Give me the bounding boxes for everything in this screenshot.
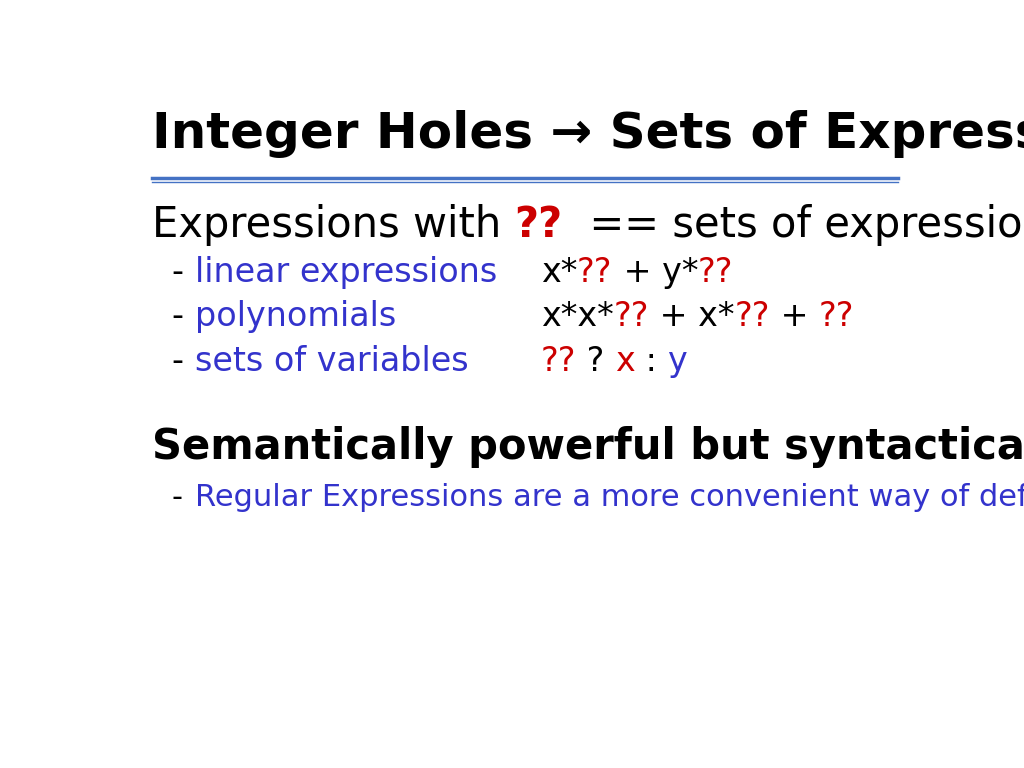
Text: +: + <box>770 300 819 333</box>
Text: y: y <box>668 345 687 378</box>
Text: ??: ?? <box>613 300 649 333</box>
Text: -: - <box>172 256 183 289</box>
Text: :: : <box>635 345 668 378</box>
Text: -: - <box>172 345 183 378</box>
Text: + y*: + y* <box>612 256 698 289</box>
Text: ??: ?? <box>578 256 612 289</box>
Text: x*x*: x*x* <box>541 300 613 333</box>
Text: Semantically powerful but syntactically awkward: Semantically powerful but syntactically … <box>152 426 1024 468</box>
Text: linear expressions: linear expressions <box>196 256 498 289</box>
Text: x: x <box>615 345 635 378</box>
Text: == sets of expressions: == sets of expressions <box>562 204 1024 247</box>
Text: Expressions with: Expressions with <box>152 204 514 247</box>
Text: polynomials: polynomials <box>196 300 396 333</box>
Text: ??: ?? <box>514 204 562 247</box>
Text: -: - <box>172 483 182 511</box>
Text: x*: x* <box>541 256 578 289</box>
Text: sets of variables: sets of variables <box>196 345 469 378</box>
Text: -: - <box>172 300 183 333</box>
Text: + x*: + x* <box>649 300 734 333</box>
Text: ??: ?? <box>819 300 855 333</box>
Text: ??: ?? <box>698 256 733 289</box>
Text: Integer Holes → Sets of Expressions: Integer Holes → Sets of Expressions <box>152 110 1024 157</box>
Text: ?: ? <box>577 345 615 378</box>
Text: Regular Expressions are a more convenient way of defining sets: Regular Expressions are a more convenien… <box>196 483 1024 511</box>
Text: ??: ?? <box>734 300 770 333</box>
Text: ??: ?? <box>541 345 577 378</box>
